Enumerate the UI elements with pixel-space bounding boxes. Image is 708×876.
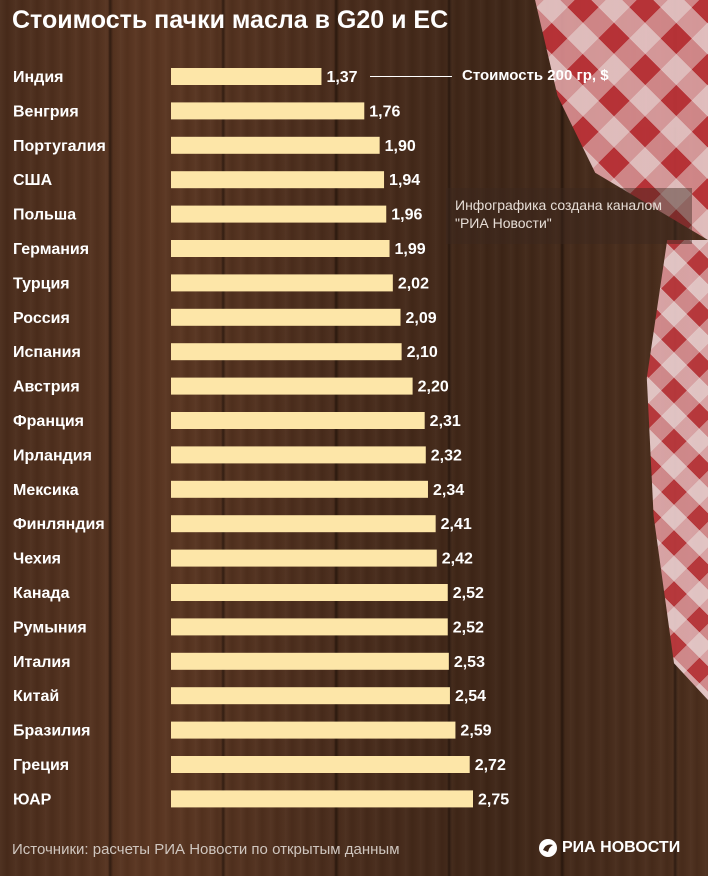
bar	[171, 136, 380, 154]
value-label: 2,42	[442, 551, 473, 568]
ria-logo-icon	[539, 839, 557, 857]
credit-text: Инфографика создана каналом "РИА Новости…	[455, 196, 695, 232]
category-label: Бразилия	[13, 723, 91, 740]
category-label: Канада	[13, 585, 70, 602]
category-label: Чехия	[13, 551, 61, 568]
value-label: 2,52	[453, 585, 484, 602]
credit-box	[446, 188, 692, 244]
bar	[171, 721, 456, 739]
value-label: 2,75	[478, 791, 509, 808]
credit-line-1: Инфографика создана каналом	[455, 197, 662, 213]
value-label: 2,20	[418, 379, 449, 396]
credit-line-2: "РИА Новости"	[455, 215, 552, 231]
category-label: Франция	[13, 413, 84, 430]
value-label: 1,76	[369, 103, 400, 120]
bar	[171, 549, 437, 567]
category-label: Испания	[13, 344, 81, 361]
bar	[171, 68, 322, 85]
bar	[171, 584, 448, 601]
bar	[171, 790, 473, 808]
category-label: Финляндия	[13, 516, 105, 533]
bar	[171, 205, 387, 223]
category-label: США	[13, 172, 53, 189]
value-label: 1,99	[395, 241, 426, 258]
category-label: Германия	[13, 241, 89, 258]
category-label: Румыния	[13, 619, 87, 636]
source-note: Источники: расчеты РИА Новости по открыт…	[12, 841, 400, 858]
value-label: 1,37	[326, 69, 357, 86]
category-label: Польша	[13, 207, 76, 224]
value-label: 2,54	[455, 688, 486, 705]
value-label: 1,90	[385, 138, 416, 155]
value-label: 2,41	[441, 516, 472, 533]
bar	[171, 652, 449, 670]
value-label: 1,96	[391, 207, 422, 224]
bar	[171, 756, 470, 773]
category-label: Ирландия	[13, 447, 92, 464]
value-label: 2,53	[454, 654, 485, 671]
logo-text: РИА НОВОСТИ	[562, 839, 681, 856]
category-label: Индия	[13, 69, 64, 86]
bar	[171, 377, 413, 395]
category-label: ЮАР	[13, 791, 52, 808]
bar	[171, 274, 393, 292]
category-label: Мексика	[13, 482, 79, 499]
legend-leader-line	[370, 76, 452, 77]
value-label: 2,09	[406, 310, 437, 327]
bar	[171, 480, 428, 498]
category-label: Португалия	[13, 138, 106, 155]
legend-label: Стоимость 200 гр, $	[462, 67, 609, 84]
category-label: Китай	[13, 688, 59, 705]
category-label: Австрия	[13, 379, 80, 396]
category-label: Греция	[13, 757, 69, 774]
category-label: Россия	[13, 310, 70, 327]
value-label: 2,52	[453, 619, 484, 636]
bar	[171, 240, 390, 257]
bar	[171, 515, 436, 533]
category-label: Турция	[13, 275, 70, 292]
bar	[171, 308, 401, 326]
value-label: 1,94	[389, 172, 420, 189]
bar	[171, 343, 402, 361]
bar	[171, 171, 385, 189]
chart-title: Стоимость пачки масла в G20 и ЕС	[12, 6, 449, 34]
bar	[171, 412, 425, 429]
value-label: 2,10	[407, 344, 438, 361]
value-label: 2,59	[460, 723, 491, 740]
value-label: 2,02	[398, 275, 429, 292]
category-label: Италия	[13, 654, 71, 671]
value-label: 2,72	[475, 757, 506, 774]
value-label: 2,32	[431, 447, 462, 464]
ria-logo: РИА НОВОСТИ	[538, 838, 680, 858]
bar	[171, 618, 448, 636]
bar	[171, 102, 365, 120]
value-label: 2,34	[433, 482, 464, 499]
bar	[171, 446, 426, 464]
bar	[171, 687, 450, 705]
value-label: 2,31	[430, 413, 461, 430]
category-label: Венгрия	[13, 103, 79, 120]
